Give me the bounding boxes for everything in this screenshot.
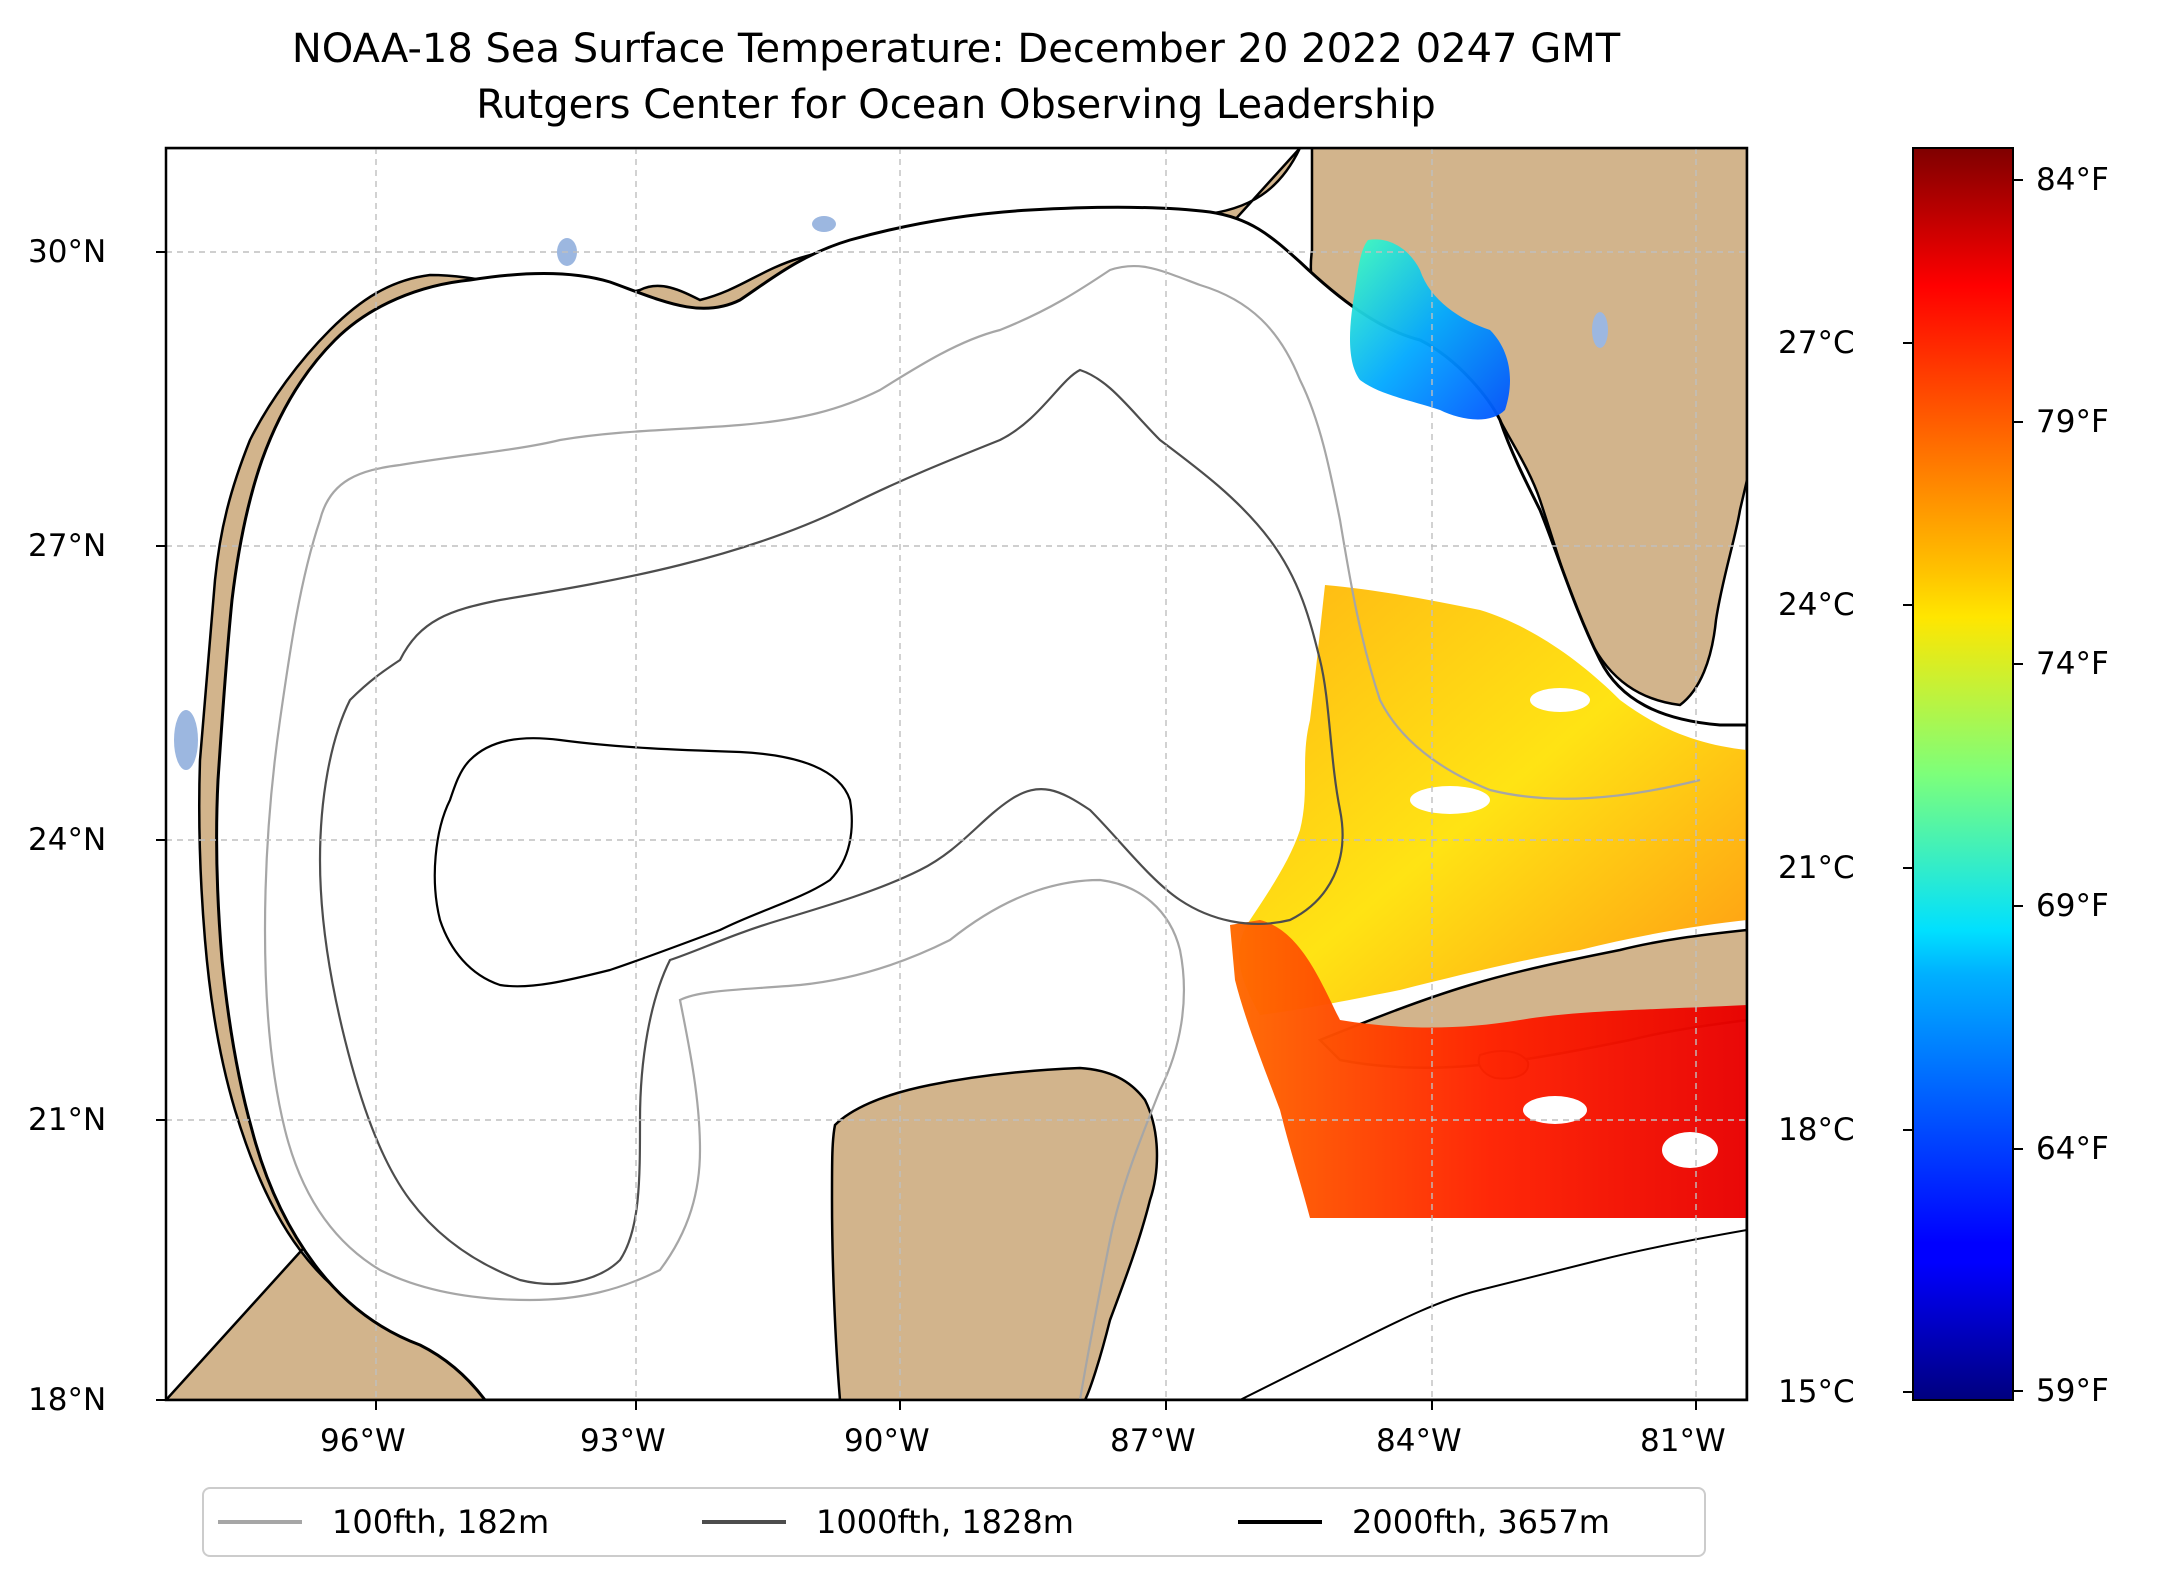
legend-item-100fth: 100fth, 182m <box>218 1489 549 1555</box>
sst-mid-patch <box>1239 585 1747 1015</box>
cloud-gap <box>1662 1132 1718 1168</box>
contour-1000fth <box>318 368 1344 1286</box>
colorbar-celsius-label: 21°C <box>1778 850 1855 886</box>
lat-label: 30°N <box>28 234 107 270</box>
colorbar-fahrenheit-label: 79°F <box>2036 404 2109 440</box>
map-frame <box>164 146 1749 1402</box>
land-yucatan <box>830 1066 1159 1400</box>
lat-label: 18°N <box>28 1382 107 1418</box>
legend-item-1000fth: 1000fth, 1828m <box>702 1489 1074 1555</box>
legend-item-2000fth: 2000fth, 3657m <box>1238 1489 1610 1555</box>
contour-2000fth <box>433 737 853 988</box>
lon-label: 93°W <box>580 1423 666 1459</box>
contour-legend: 100fth, 182m 1000fth, 1828m 2000fth, 365… <box>202 1487 1706 1557</box>
legend-line-swatch <box>218 1520 302 1524</box>
lake <box>1592 312 1608 348</box>
colorbar-fahrenheit-label: 64°F <box>2036 1131 2109 1167</box>
colorbar-celsius-label: 18°C <box>1778 1112 1855 1148</box>
sst-warm-patch <box>1230 920 1747 1218</box>
contour-2000fth-south <box>1239 1229 1747 1400</box>
cloud-gap <box>1523 1096 1587 1124</box>
legend-label: 100fth, 182m <box>332 1503 550 1541</box>
lon-label: 90°W <box>844 1423 930 1459</box>
lat-label: 21°N <box>28 1102 107 1138</box>
lon-label: 96°W <box>320 1423 406 1459</box>
colorbar-ticks <box>1903 179 2023 1393</box>
cloud-gap <box>1530 688 1590 712</box>
colorbar-celsius-label: 15°C <box>1778 1374 1855 1410</box>
colorbar-frame <box>1912 147 2014 1401</box>
colorbar-celsius-label: 27°C <box>1778 325 1855 361</box>
colorbar-fahrenheit-label: 59°F <box>2036 1373 2109 1409</box>
lake <box>174 710 198 770</box>
colorbar-fahrenheit-label: 69°F <box>2036 888 2109 924</box>
colorbar-fahrenheit-label: 74°F <box>2036 646 2109 682</box>
lat-label: 24°N <box>28 822 107 858</box>
figure-title: NOAA-18 Sea Surface Temperature: Decembe… <box>291 26 1621 72</box>
colorbar-gradient <box>1913 148 2013 1400</box>
lon-label: 87°W <box>1110 1423 1196 1459</box>
contour-100fth <box>263 264 1701 1400</box>
lon-label: 81°W <box>1640 1423 1726 1459</box>
axis-ticks <box>156 251 1697 1410</box>
lon-label: 84°W <box>1376 1423 1462 1459</box>
legend-label: 2000fth, 3657m <box>1352 1503 1610 1541</box>
cloud-gap <box>1410 786 1490 814</box>
colorbar-celsius-label: 24°C <box>1778 587 1855 623</box>
legend-line-swatch <box>702 1520 786 1524</box>
sst-cold-patch <box>1350 239 1510 420</box>
figure-subtitle: Rutgers Center for Ocean Observing Leade… <box>476 82 1436 128</box>
lake <box>812 216 836 232</box>
legend-label: 1000fth, 1828m <box>816 1503 1074 1541</box>
legend-line-swatch <box>1238 1520 1322 1524</box>
lat-label: 27°N <box>28 528 107 564</box>
colorbar-fahrenheit-label: 84°F <box>2036 162 2109 198</box>
